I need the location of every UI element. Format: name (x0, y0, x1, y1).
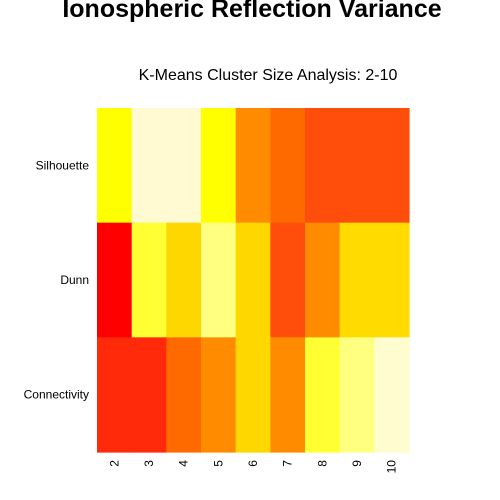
heatmap-cell-silhouette-10 (374, 108, 410, 224)
heatmap-cell-dunn-4 (166, 222, 202, 338)
heatmap-cell-connectivity-8 (305, 337, 341, 453)
x-tick-label-2: 2 (107, 460, 121, 467)
x-tick-label-5: 5 (211, 460, 225, 467)
x-tick-label-8: 8 (315, 460, 329, 467)
heatmap-cell-connectivity-6 (235, 337, 271, 453)
heatmap-cell-dunn-2 (97, 222, 133, 338)
heatmap-cell-dunn-3 (131, 222, 167, 338)
heatmap-cell-connectivity-7 (270, 337, 306, 453)
x-tick-label-7: 7 (281, 460, 295, 467)
y-tick-labels: Silhouette Dunn Connectivity (24, 158, 90, 401)
heatmap-cell-connectivity-9 (339, 337, 375, 453)
x-tick-label-9: 9 (350, 460, 364, 467)
x-tick-labels: 2 3 4 5 6 7 8 9 10 (107, 460, 398, 474)
y-tick-label-dunn: Dunn (60, 273, 89, 287)
x-tick-label-10: 10 (385, 460, 399, 474)
x-tick-label-4: 4 (177, 460, 191, 467)
heatmap-cell-connectivity-4 (166, 337, 202, 453)
heatmap-cell-silhouette-2 (97, 108, 133, 224)
chart-subtitle: K-Means Cluster Size Analysis: 2-10 (139, 67, 398, 84)
heatmap-cell-silhouette-4 (166, 108, 202, 224)
heatmap-cell-silhouette-6 (235, 108, 271, 224)
heatmap-cell-silhouette-9 (339, 108, 375, 224)
heatmap-cell-dunn-8 (305, 222, 341, 338)
heatmap-cell-connectivity-2 (97, 337, 133, 453)
heatmap-cell-connectivity-10 (374, 337, 410, 453)
heatmap-cell-dunn-6 (235, 222, 271, 338)
heatmap-cell-dunn-7 (270, 222, 306, 338)
heatmap-cell-silhouette-5 (201, 108, 237, 224)
x-tick-label-3: 3 (142, 460, 156, 467)
heatmap-cell-connectivity-3 (131, 337, 167, 453)
y-tick-label-connectivity: Connectivity (24, 388, 89, 402)
heatmap-cell-dunn-10 (374, 222, 410, 338)
chart-title: Ionospheric Reflection Variance (62, 0, 441, 23)
heatmap-cell-dunn-9 (339, 222, 375, 338)
heatmap-cells (97, 108, 410, 453)
heatmap-cell-connectivity-5 (201, 337, 237, 453)
y-tick-label-silhouette: Silhouette (36, 158, 90, 172)
heatmap-cell-silhouette-7 (270, 108, 306, 224)
x-tick-label-6: 6 (246, 460, 260, 467)
heatmap-cell-dunn-5 (201, 222, 237, 338)
heatmap-cell-silhouette-3 (131, 108, 167, 224)
heatmap-cell-silhouette-8 (305, 108, 341, 224)
